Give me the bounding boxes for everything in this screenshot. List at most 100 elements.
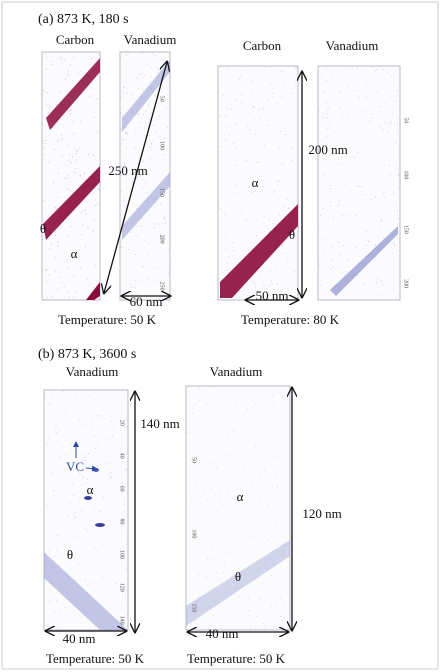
speckle-dot (236, 192, 238, 194)
speckle-dot (73, 537, 75, 539)
speckle-dot (341, 214, 343, 216)
speckle-dot (125, 132, 127, 134)
speckle-dot (67, 70, 69, 72)
speckle-dot (354, 215, 356, 217)
speckle-dot (225, 247, 227, 249)
speckle-dot (48, 112, 50, 114)
speckle-dot (375, 282, 377, 284)
speckle-dot (269, 558, 271, 560)
speckle-dot (80, 211, 82, 213)
speckle-dot (150, 113, 152, 115)
speckle-dot (258, 277, 260, 279)
speckle-dot (87, 227, 89, 229)
z-tick-label: 80 (119, 519, 125, 525)
speckle-dot (250, 627, 252, 629)
speckle-dot (91, 469, 93, 471)
speckle-dot (60, 58, 62, 60)
speckle-dot (151, 143, 153, 145)
speckle-dot (167, 249, 169, 251)
speckle-dot (281, 163, 283, 165)
speckle-dot (211, 489, 213, 491)
speckle-dot (48, 437, 50, 439)
speckle-dot (374, 244, 376, 246)
speckle-dot (248, 536, 250, 538)
speckle-dot (58, 430, 60, 432)
speckle-dot (164, 222, 166, 224)
speckle-dot (274, 269, 276, 271)
speckle-dot (295, 66, 297, 68)
speckle-dot (66, 259, 68, 261)
speckle-dot (53, 495, 55, 497)
speckle-dot (162, 154, 164, 156)
speckle-dot (383, 193, 385, 195)
speckle-dot (273, 190, 275, 192)
speckle-dot (212, 614, 214, 616)
speckle-dot (390, 174, 392, 176)
speckle-dot (395, 142, 397, 144)
speckle-dot (258, 476, 260, 478)
speckle-dot (202, 491, 204, 493)
speckle-dot (245, 219, 247, 221)
speckle-dot (54, 257, 56, 259)
speckle-dot (295, 107, 297, 109)
speckle-dot (48, 549, 50, 551)
speckle-dot (142, 179, 144, 181)
phase-label: α (237, 489, 244, 504)
speckle-dot (194, 457, 196, 459)
speckle-dot (55, 440, 57, 442)
speckle-dot (392, 241, 394, 243)
z-tick-label: 100 (159, 141, 165, 150)
speckle-dot (247, 125, 249, 127)
speckle-dot (228, 241, 230, 243)
width-label: 40 nm (63, 631, 96, 646)
speckle-dot (53, 149, 55, 151)
speckle-dot (245, 523, 247, 525)
speckle-dot (87, 584, 89, 586)
speckle-dot (155, 130, 157, 132)
speckle-dot (93, 435, 95, 437)
speckle-dot (339, 107, 341, 109)
speckle-dot (65, 187, 67, 189)
carbide-band (86, 282, 100, 300)
speckle-dot (219, 115, 221, 117)
speckle-dot (73, 619, 75, 621)
speckle-dot (219, 208, 221, 210)
speckle-dot (280, 130, 282, 132)
element-label: Carbon (56, 32, 95, 47)
speckle-dot (233, 210, 235, 212)
speckle-dot (237, 100, 239, 102)
speckle-dot (141, 72, 143, 74)
speckle-dot (326, 102, 328, 104)
speckle-dot (44, 153, 46, 155)
z-tick-label: 150 (191, 603, 197, 612)
speckle-dot (295, 295, 297, 297)
speckle-dot (72, 276, 74, 278)
speckle-dot (124, 594, 126, 596)
speckle-dot (124, 153, 126, 155)
speckle-dot (109, 404, 111, 406)
speckle-dot (101, 577, 103, 579)
speckle-dot (378, 116, 380, 118)
speckle-dot (129, 232, 131, 234)
speckle-dot (219, 146, 221, 148)
speckle-dot (187, 431, 189, 433)
speckle-dot (123, 201, 125, 203)
speckle-dot (318, 110, 320, 112)
carbide-band (43, 166, 100, 240)
speckle-dot (116, 455, 118, 457)
speckle-dot (92, 398, 94, 400)
speckle-dot (137, 235, 139, 237)
z-tick-label: 200 (403, 279, 409, 288)
speckle-dot (66, 174, 68, 176)
temperature: Temperature: 50 K (58, 312, 157, 327)
speckle-dot (346, 214, 348, 216)
speckle-dot (187, 481, 189, 483)
speckle-dot (127, 52, 129, 54)
speckle-dot (198, 562, 200, 564)
speckle-dot (369, 120, 371, 122)
speckle-dot (390, 123, 392, 125)
speckle-dot (57, 241, 59, 243)
speckle-dot (275, 601, 277, 603)
speckle-dot (84, 457, 86, 459)
speckle-dot (366, 97, 368, 99)
